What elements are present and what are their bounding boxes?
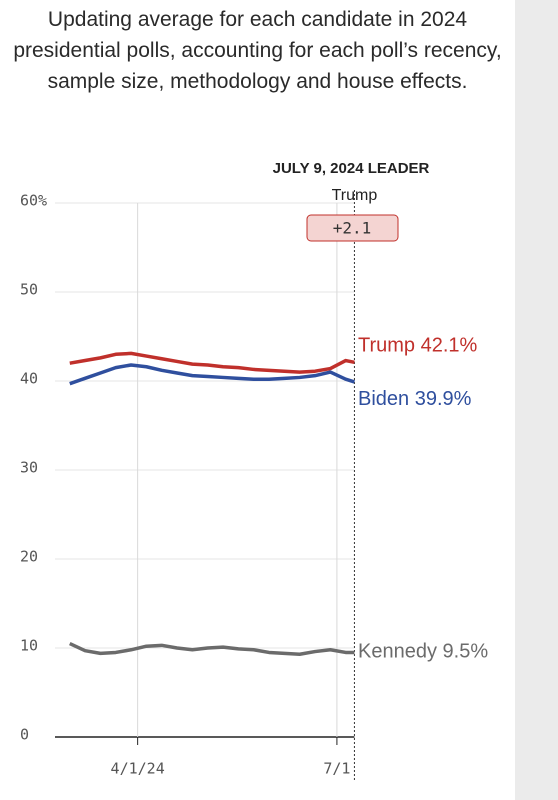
series-end-label: Biden 39.9% [358, 388, 472, 410]
chart: 0 10 20 30 40 50 60% 4/1/24 7/1 JULY 9, 2024 LEAD… [20, 160, 488, 780]
leader-name: Trump [332, 187, 378, 204]
y-tick-label: 30 [20, 459, 38, 477]
side-panel [515, 0, 558, 800]
series-end-label: Trump 42.1% [358, 335, 478, 357]
y-tick-label: 20 [20, 548, 38, 566]
y-tick-label: 40 [20, 370, 38, 388]
series-line [69, 363, 355, 386]
series-line [69, 351, 355, 374]
series-end-label: Kennedy 9.5% [358, 641, 488, 663]
x-tick-label: 4/1/24 [111, 760, 165, 778]
y-tick-label: 50 [20, 281, 38, 299]
leader-margin: +2.1 [333, 219, 372, 238]
x-tick-label: 7/1 [323, 760, 350, 778]
chart-subtitle: Updating average for each candidate in 2… [13, 8, 502, 93]
series-line [69, 641, 355, 656]
leader-title: JULY 9, 2024 LEADER [273, 160, 430, 177]
y-tick-label: 0 [20, 726, 29, 744]
y-tick-label: 10 [20, 637, 38, 655]
y-tick-label: 60% [20, 192, 47, 210]
leader-box [306, 214, 399, 242]
